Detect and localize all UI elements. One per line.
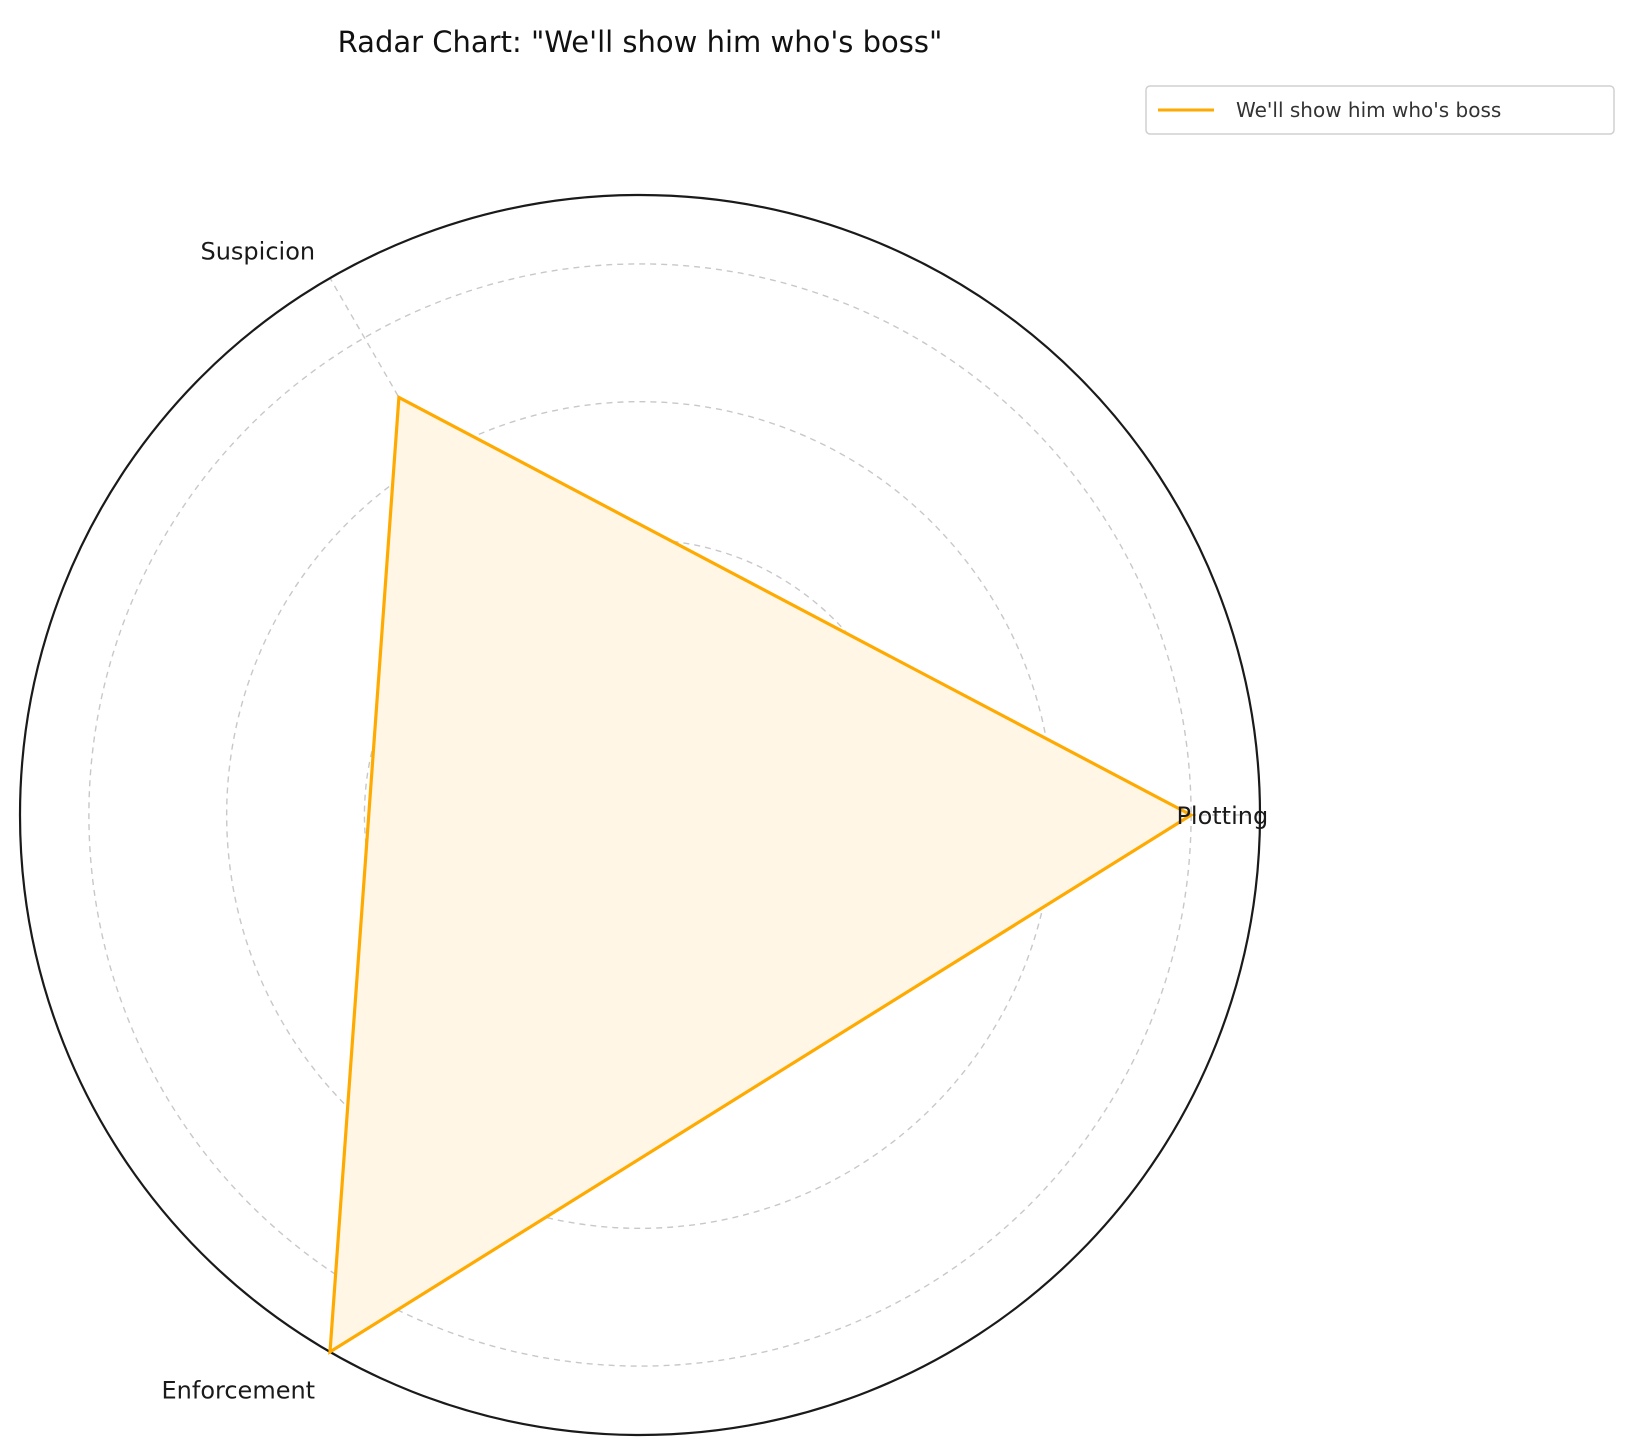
series-line	[328, 394, 1195, 1355]
chart-title: Radar Chart: "We'll show him who's boss"	[338, 25, 943, 59]
series-layer	[328, 394, 1195, 1355]
outer-frame-circle	[18, 193, 1262, 1437]
axis-label-plotting: Plotting	[1176, 802, 1268, 830]
legend-label: We'll show him who's boss	[1236, 98, 1501, 122]
legend-frame	[1145, 85, 1615, 135]
axis-label-enforcement: Enforcement	[162, 1377, 316, 1405]
axis-label-layer: Plotting Suspicion Enforcement	[162, 237, 1269, 1404]
axis-label-suspicion: Suspicion	[200, 237, 315, 265]
series-fill-area	[330, 397, 1192, 1352]
legend: We'll show him who's boss	[1145, 85, 1615, 135]
